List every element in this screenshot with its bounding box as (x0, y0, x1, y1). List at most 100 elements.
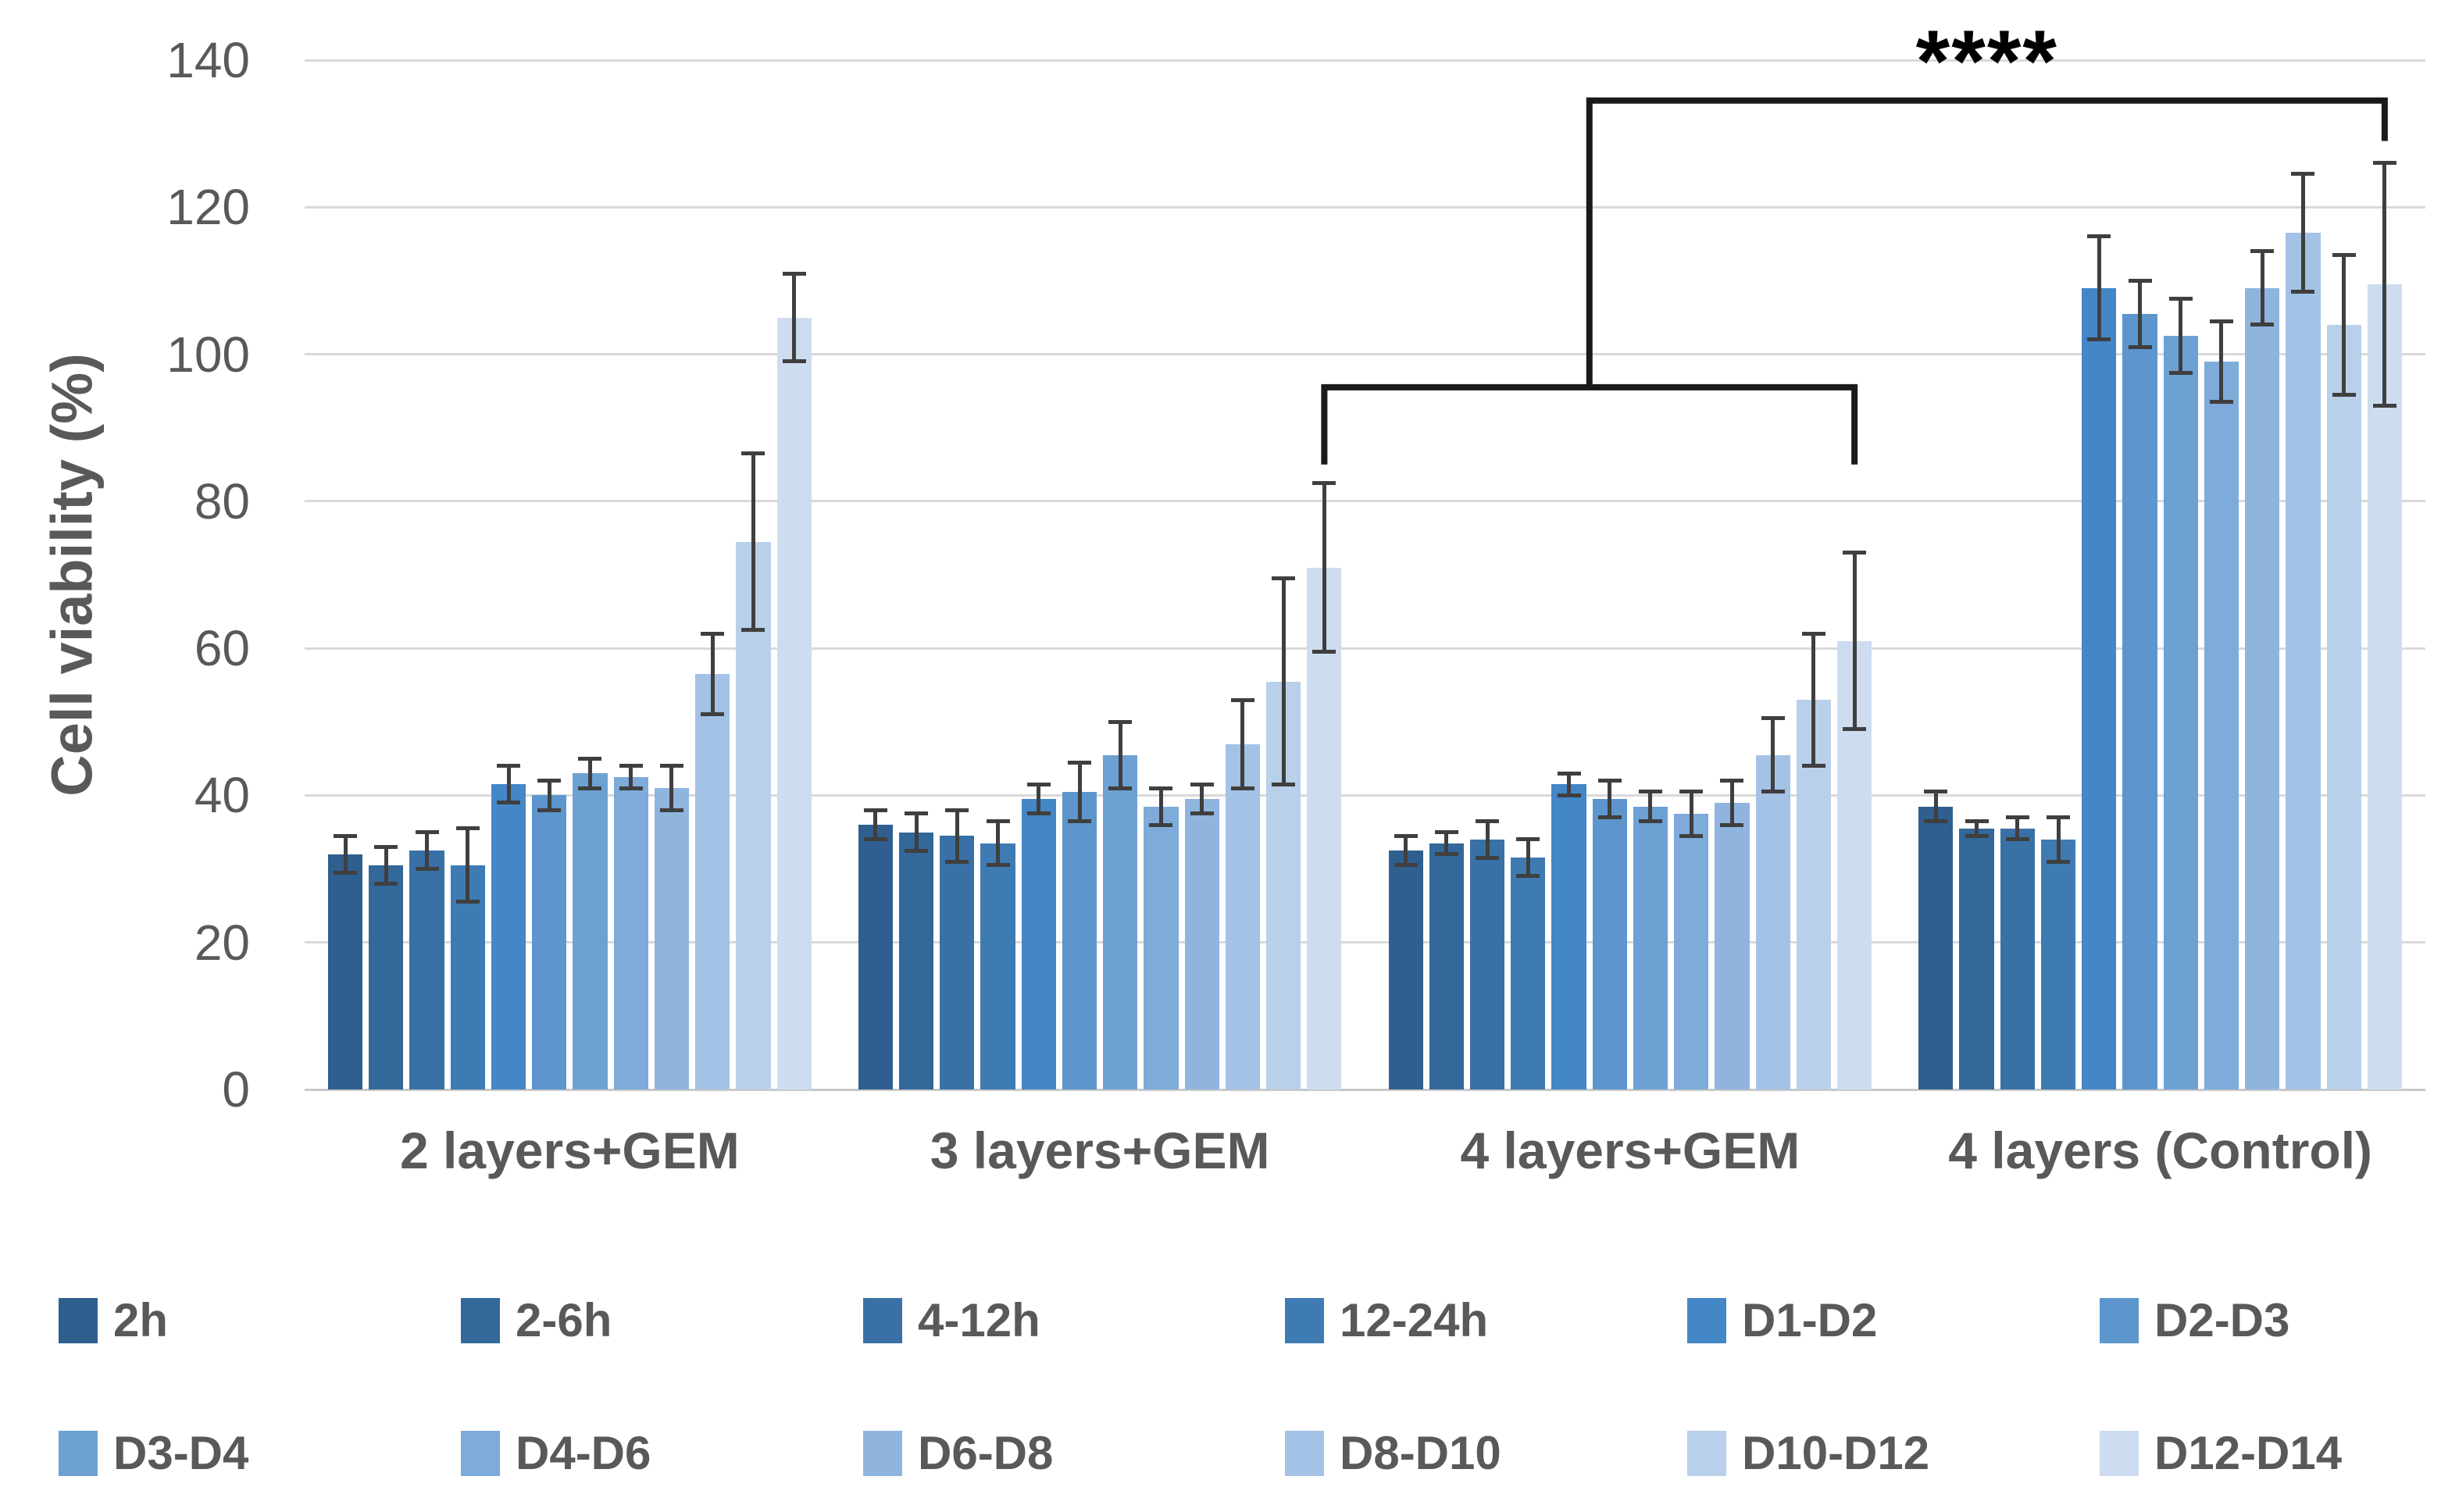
error-bar (2382, 162, 2387, 406)
legend-label: D10-D12 (1742, 1427, 1930, 1479)
bar-4 layers (Control)-D3-D4 (2163, 336, 2198, 1089)
error-bar-cap (1149, 822, 1173, 827)
bar-4 layers (Control)-D1-D2 (2082, 287, 2117, 1089)
bar-2 layers+GEM-2-6h (369, 865, 404, 1089)
error-bar-cap (2047, 859, 2071, 864)
error-bar (2179, 298, 2183, 373)
error-bar-cap (1638, 818, 1662, 823)
category-label-4 layers+GEM: 4 layers+GEM (1460, 1122, 1800, 1179)
error-bar (1852, 552, 1857, 729)
error-bar (1037, 784, 1041, 814)
error-bar-cap (2209, 319, 2233, 323)
error-bar-cap (2087, 234, 2111, 239)
y-tick-label: 40 (194, 767, 250, 824)
legend-swatch (461, 1431, 500, 1476)
error-bar (1975, 821, 1979, 836)
error-bar-cap (2128, 344, 2152, 349)
gridline (305, 353, 2425, 356)
x-axis-line (305, 1088, 2425, 1091)
error-bar-cap (1434, 830, 1458, 834)
error-bar (2300, 173, 2305, 292)
error-bar (2260, 251, 2264, 325)
error-bar-cap (578, 756, 602, 761)
error-bar (629, 765, 633, 788)
legend-label: D2-D3 (2154, 1294, 2290, 1346)
bar-4 layers+GEM-2-6h (1429, 843, 1464, 1089)
error-bar-cap (334, 870, 358, 875)
error-bar-cap (1394, 863, 1418, 868)
gridline (305, 205, 2425, 209)
error-bar (547, 780, 551, 811)
error-bar (996, 821, 1001, 865)
error-bar (2342, 255, 2346, 395)
error-bar (2219, 321, 2224, 402)
error-bar-cap (2209, 400, 2233, 405)
error-bar-cap (1801, 764, 1825, 768)
error-bar (1648, 791, 1653, 822)
bar-2 layers+GEM-D12-D14 (776, 317, 812, 1089)
error-bar (425, 832, 430, 869)
error-bar-cap (2372, 161, 2396, 166)
error-bar-cap (374, 844, 398, 849)
legend-label: 2-6h (516, 1294, 612, 1346)
bar-4 layers+GEM-D3-D4 (1633, 806, 1668, 1089)
error-bar-cap (945, 808, 969, 812)
y-tick-label: 20 (194, 914, 250, 971)
error-bar (1729, 780, 1734, 826)
bar-4 layers (Control)-D6-D8 (2245, 287, 2280, 1089)
error-bar-cap (1679, 833, 1704, 838)
bar-4 layers (Control)-2h (1918, 806, 1954, 1089)
error-bar-cap (659, 764, 683, 768)
error-bar-cap (2087, 337, 2111, 342)
category-label-3 layers+GEM: 3 layers+GEM (930, 1122, 1270, 1179)
y-tick-label: 80 (194, 472, 250, 530)
error-bar-cap (659, 808, 683, 812)
bar-4 layers+GEM-D8-D10 (1755, 754, 1790, 1089)
error-bar-cap (2005, 815, 2029, 820)
error-bar-cap (741, 628, 765, 633)
bar-2 layers+GEM-4-12h (409, 850, 444, 1089)
error-bar (1240, 700, 1245, 788)
error-bar-cap (1965, 818, 1989, 823)
legend-swatch (863, 1298, 902, 1343)
bar-3 layers+GEM-D12-D14 (1307, 567, 1342, 1089)
error-bar-cap (1026, 811, 1051, 816)
error-bar-cap (1965, 833, 1989, 838)
error-bar-cap (1720, 779, 1744, 783)
error-bar-cap (1068, 818, 1091, 823)
error-bar-cap (1516, 874, 1540, 879)
bar-3 layers+GEM-D2-D3 (1062, 791, 1097, 1089)
bar-2 layers+GEM-D1-D2 (491, 784, 526, 1089)
error-bar-cap (2291, 172, 2315, 177)
error-bar-cap (1679, 790, 1704, 794)
error-bar (1811, 633, 1816, 766)
error-bar (914, 813, 919, 851)
legend-label: 2h (113, 1294, 169, 1346)
bar-4 layers (Control)-4-12h (2000, 828, 2035, 1089)
error-bar (1771, 718, 1775, 792)
error-bar-cap (1312, 480, 1336, 485)
error-bar (2097, 236, 2101, 340)
y-tick-label: 140 (166, 32, 250, 88)
error-bar-cap (1272, 576, 1296, 581)
error-bar-cap (497, 801, 521, 805)
bar-2 layers+GEM-D10-D12 (736, 541, 771, 1089)
error-bar-cap (415, 830, 439, 834)
y-tick-label: 0 (222, 1061, 250, 1118)
bar-4 layers+GEM-4-12h (1469, 839, 1505, 1089)
bar-4 layers (Control)-D4-D6 (2204, 361, 2239, 1089)
gridline (305, 941, 2425, 944)
error-bar (2056, 817, 2061, 862)
significance-stars: **** (1915, 12, 2058, 110)
error-bar-cap (334, 833, 358, 838)
error-bar (1567, 773, 1572, 796)
error-bar (710, 633, 715, 715)
bar-4 layers+GEM-D6-D8 (1715, 802, 1750, 1089)
bar-4 layers+GEM-2h (1388, 850, 1423, 1089)
error-bar-cap (619, 764, 643, 768)
legend-label: D12-D14 (2154, 1427, 2343, 1479)
error-bar-cap (1476, 818, 1500, 823)
bar-4 layers (Control)-D10-D12 (2326, 324, 2361, 1089)
